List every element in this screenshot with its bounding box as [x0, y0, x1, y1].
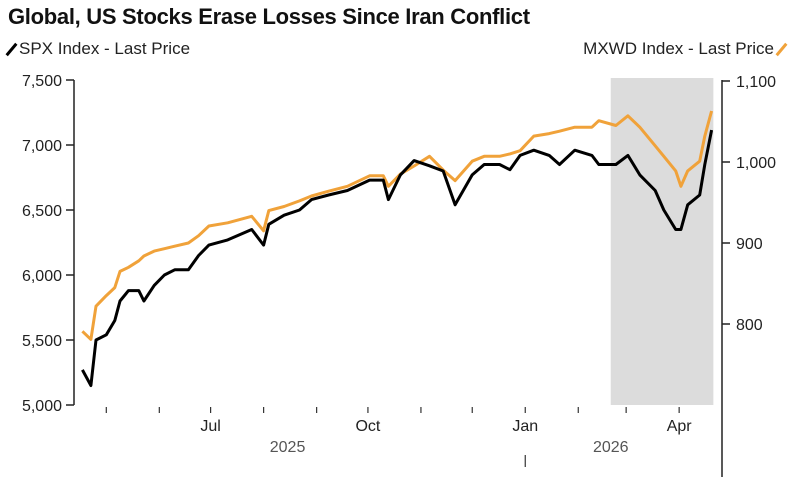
legend-spx-label: SPX Index - Last Price — [19, 39, 191, 58]
right-axis-tick-label: 1,000 — [736, 155, 776, 172]
left-axis-tick-label: 5,000 — [22, 398, 62, 415]
mxwd-line — [81, 110, 714, 341]
right-axis-tick-label: 800 — [736, 317, 763, 334]
right-axis-tick-label: 900 — [736, 236, 763, 253]
left-axis-tick-label: 7,500 — [22, 73, 62, 90]
x-axis-tick-label: Jan — [512, 418, 538, 435]
right-axis-tick-label: 1,100 — [736, 74, 776, 91]
left-axis-tick-label: 5,500 — [22, 333, 62, 350]
legend-spx: SPX Index - Last Price — [5, 39, 191, 59]
left-axis-tick-label: 6,000 — [22, 268, 62, 285]
x-axis-tick-label: Jul — [200, 418, 220, 435]
legend-mxwd-label: MXWD Index - Last Price — [583, 39, 774, 58]
shaded-region — [610, 78, 714, 405]
spx-line — [81, 129, 714, 387]
left-axis-tick-label: 7,000 — [22, 138, 62, 155]
left-axis-tick-label: 6,500 — [22, 203, 62, 220]
x-axis-year-label: 2025 — [270, 439, 306, 456]
chart-title: Global, US Stocks Erase Losses Since Ira… — [8, 4, 530, 29]
x-axis-tick-label: Oct — [355, 418, 380, 435]
x-axis-year-label: 2026 — [593, 439, 629, 456]
x-axis-tick-label: Apr — [667, 418, 693, 435]
legend-mxwd: MXWD Index - Last Price — [583, 39, 788, 59]
